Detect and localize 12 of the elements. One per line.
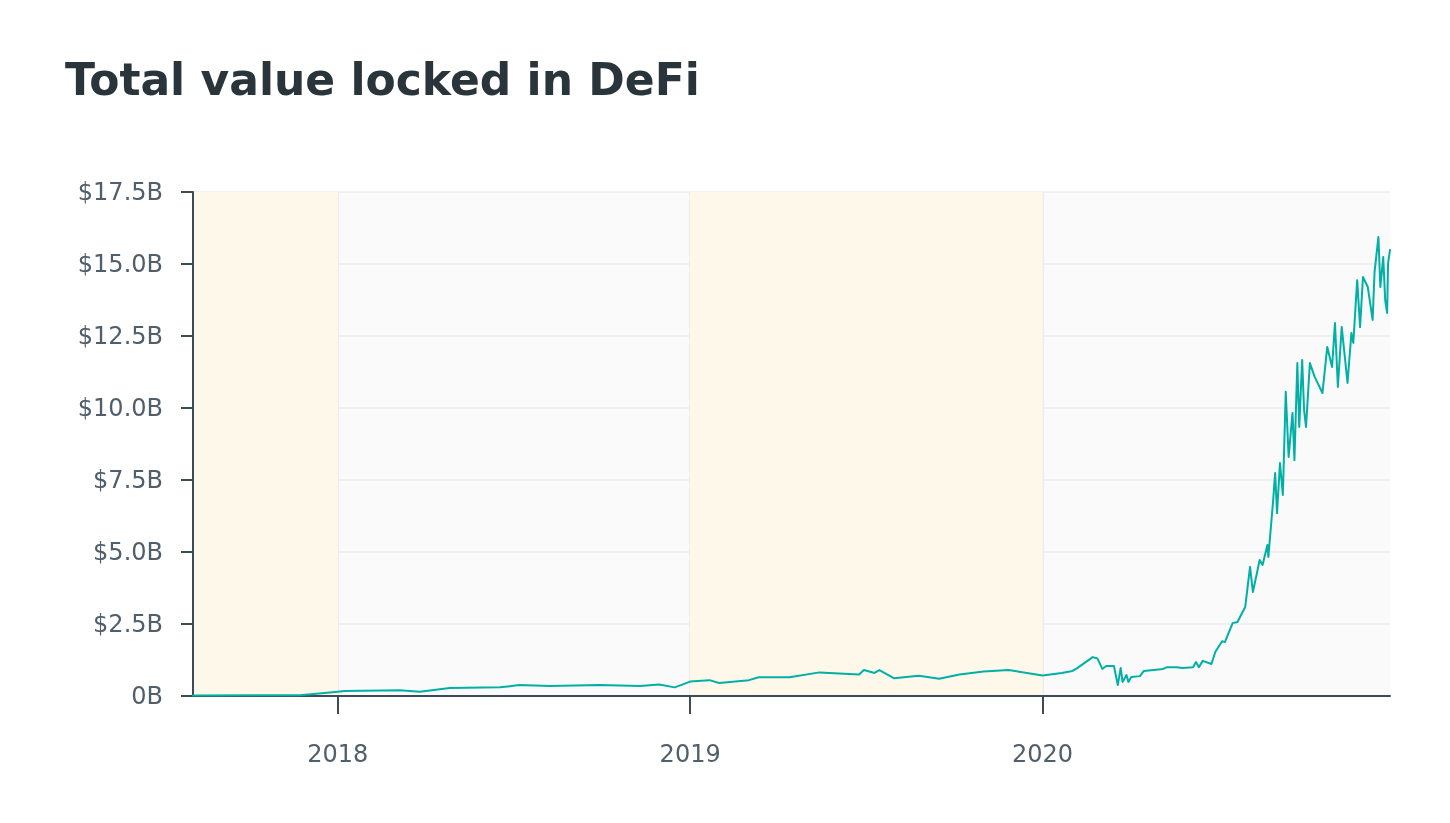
chart-title: Total value locked in DeFi [65,53,700,105]
y-tick-label: $17.5B [77,178,163,206]
y-tick-label: $7.5B [93,466,163,494]
y-tick-label: $10.0B [77,394,163,422]
y-tick-label: $2.5B [93,610,163,638]
x-tick-label: 2019 [659,740,721,768]
y-tick-label: $15.0B [77,250,163,278]
y-tick-label: 0B [131,682,163,710]
x-tick-label: 2020 [1011,740,1074,768]
y-tick-label: $12.5B [77,322,163,350]
y-tick-label: $5.0B [93,538,163,566]
x-tick-label: 2018 [307,740,369,768]
